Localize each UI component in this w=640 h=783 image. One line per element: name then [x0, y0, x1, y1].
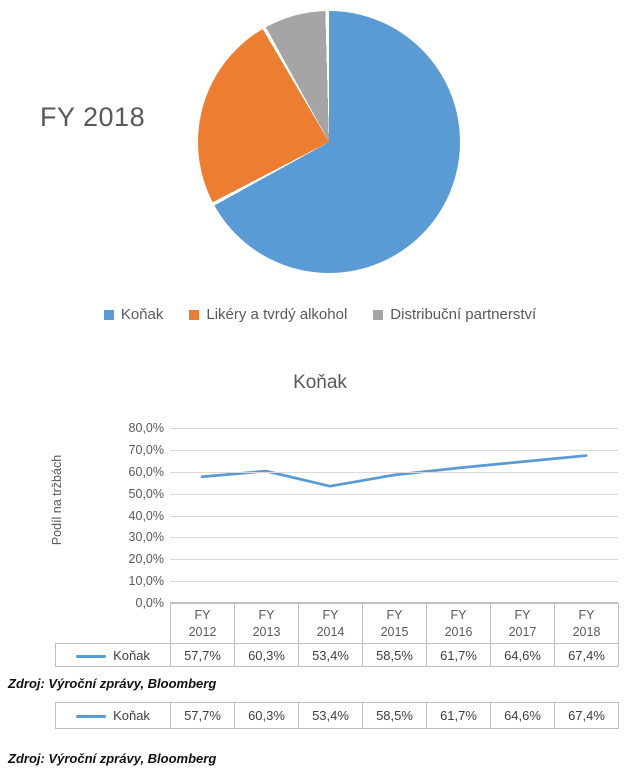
- series-legend-cell: Koňak: [55, 702, 171, 729]
- table-corner: [56, 604, 171, 644]
- x-axis-line: [170, 602, 618, 603]
- category-cell: FY 2018: [554, 603, 619, 644]
- line-chart-title: Koňak: [293, 372, 347, 393]
- category-cell: FY 2016: [426, 603, 491, 644]
- y-axis-tick-label: 50,0%: [128, 486, 164, 501]
- category-cell: FY 2014: [298, 603, 363, 644]
- line-chart-plot-area: [170, 428, 618, 603]
- legend-label: Distribuční partnerství: [390, 306, 537, 323]
- series-legend-cell: Koňak: [55, 643, 171, 667]
- y-axis-tick-label: 60,0%: [128, 464, 164, 479]
- series-value-cell: 53,4%: [298, 643, 363, 667]
- legend-swatch-icon: [189, 309, 200, 320]
- line-chart-svg: [200, 454, 588, 488]
- y-axis-tick-label: 30,0%: [128, 530, 164, 545]
- gridline: [170, 559, 618, 561]
- series-values-row: Koňak 57,7% 60,3% 53,4% 58,5% 61,7% 64,6% 67,4%: [55, 702, 619, 729]
- pie-chart: [198, 11, 460, 273]
- series-name: Koňak: [113, 647, 150, 663]
- bottom-data-table: Koňak 57,7% 60,3% 53,4% 58,5% 61,7% 64,6% 67,4%: [55, 702, 619, 729]
- series-value-cell: 67,4%: [554, 643, 619, 667]
- gridline: [170, 493, 618, 495]
- series-value-cell: 61,7%: [426, 702, 491, 729]
- y-axis-tick-label: 40,0%: [128, 508, 164, 523]
- legend-swatch-icon: [103, 309, 114, 320]
- series-value-cell: 60,3%: [234, 702, 299, 729]
- series-value-cell: 58,5%: [362, 643, 427, 667]
- category-row: FY 2012 FY 2013 FY 2014 FY 2015 FY 2016 FY 20…: [56, 603, 619, 644]
- y-axis-tick-labels: 80,0% 70,0% 60,0% 50,0% 40,0% 30,0% 20,0% 10,0%…: [98, 421, 164, 610]
- legend-label: Koňak: [120, 306, 164, 323]
- series-value-cell: 53,4%: [298, 702, 363, 729]
- series-value-cell: 67,4%: [554, 702, 619, 729]
- line-series-icon: [76, 654, 107, 658]
- y-axis-tick-label: 10,0%: [128, 574, 164, 589]
- gridline: [170, 449, 618, 451]
- series-value-cell: 64,6%: [490, 702, 555, 729]
- source-note-1: Zdroj: Výroční zprávy, Bloomberg: [8, 676, 217, 691]
- y-axis-tick-label: 20,0%: [128, 552, 164, 567]
- pie-legend: Koňak Likéry a tvrdý alkohol Distribuční p…: [0, 306, 640, 323]
- category-cell: FY 2013: [234, 603, 299, 644]
- category-cell: FY 2015: [362, 603, 427, 644]
- series-value-cell: 57,7%: [170, 702, 235, 729]
- legend-label: Likéry a tvrdý alkohol: [206, 306, 348, 323]
- pie-legend-item: Koňak: [103, 306, 164, 323]
- konak-series-line: [200, 454, 588, 488]
- legend-swatch-icon: [373, 309, 384, 320]
- series-value-cell: 57,7%: [170, 643, 235, 667]
- y-axis-label: Podíl na tržbách: [50, 454, 64, 546]
- series-values-row: Koňak 57,7% 60,3% 53,4% 58,5% 61,7% 64,6% 67,4%: [55, 643, 619, 667]
- gridline: [170, 581, 618, 583]
- line-series-icon: [76, 715, 107, 719]
- pie-legend-item: Distribuční partnerství: [373, 306, 536, 323]
- source-note-2: Zdroj: Výroční zprávy, Bloomberg: [8, 751, 217, 766]
- series-name: Koňak: [113, 708, 150, 723]
- chart-data-table: FY 2012 FY 2013 FY 2014 FY 2015 FY 2016 FY 20…: [55, 603, 619, 667]
- gridline: [170, 428, 618, 429]
- series-value-cell: 64,6%: [490, 643, 555, 667]
- y-axis-tick-label: 80,0%: [128, 421, 164, 435]
- series-value-cell: 58,5%: [362, 702, 427, 729]
- y-axis-tick-label: 70,0%: [128, 442, 164, 457]
- series-value-cell: 60,3%: [234, 643, 299, 667]
- gridline: [170, 515, 618, 517]
- series-value-cell: 61,7%: [426, 643, 491, 667]
- category-cell: FY 2012: [170, 603, 235, 644]
- gridline: [170, 537, 618, 539]
- pie-legend-item: Likéry a tvrdý alkohol: [189, 306, 347, 323]
- category-cell: FY 2017: [490, 603, 555, 644]
- y-axis-tick-label: 0,0%: [135, 596, 165, 610]
- gridline: [170, 471, 618, 473]
- pie-chart-title: FY 2018: [40, 102, 146, 132]
